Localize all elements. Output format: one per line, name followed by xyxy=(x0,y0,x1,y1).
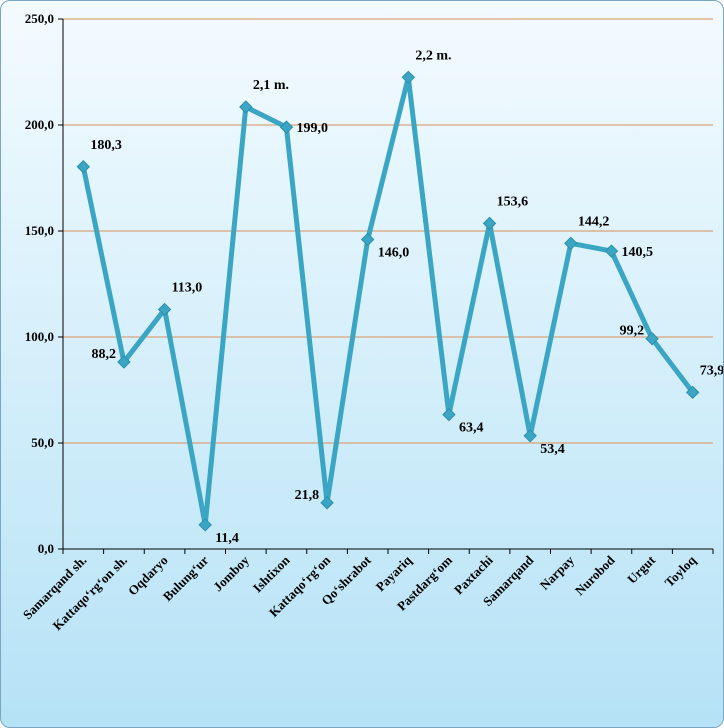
data-label: 2,1 m. xyxy=(253,78,289,93)
x-tick-label: Jomboy xyxy=(210,552,252,594)
markers xyxy=(76,70,700,532)
data-label: 140,5 xyxy=(621,245,653,260)
grid-lines xyxy=(63,18,713,444)
data-label: 73,9 xyxy=(700,363,724,378)
x-tick-label: Urgut xyxy=(624,552,659,587)
data-label: 153,6 xyxy=(497,194,529,209)
data-label: 53,4 xyxy=(540,442,565,457)
data-label: 99,2 xyxy=(620,324,645,339)
data-label: 88,2 xyxy=(91,347,116,362)
data-point xyxy=(76,160,91,174)
data-point xyxy=(685,385,700,400)
series-line xyxy=(80,74,695,528)
data-label: 146,0 xyxy=(378,245,410,260)
data-point xyxy=(239,100,253,114)
y-tick-label: 0,0 xyxy=(38,541,54,556)
data-label: 21,8 xyxy=(295,488,320,503)
x-tick-labels: Samarqand sh.Kattaqo‘rg‘on sh.OqdaryoBul… xyxy=(20,552,700,633)
x-tick-label: Narpay xyxy=(537,552,578,593)
data-point xyxy=(645,331,659,346)
data-label: 11,4 xyxy=(215,531,239,546)
data-point xyxy=(442,407,456,422)
data-point xyxy=(198,518,212,532)
data-point xyxy=(401,70,416,85)
data-point xyxy=(360,232,375,247)
data-label: 113,0 xyxy=(172,280,203,295)
data-label: 144,2 xyxy=(578,214,610,229)
data-label: 199,0 xyxy=(296,121,328,136)
data-label: 180,3 xyxy=(90,138,122,153)
y-tick-label: 50,0 xyxy=(31,435,54,450)
data-label: 63,4 xyxy=(459,421,484,436)
data-label: 2,2 m. xyxy=(415,48,451,63)
y-tick-label: 150,0 xyxy=(25,223,54,238)
data-point xyxy=(482,216,497,231)
x-tick-label: Nurobod xyxy=(572,552,618,598)
data-point xyxy=(157,302,172,317)
data-point xyxy=(564,236,578,251)
data-point xyxy=(604,244,619,258)
data-point xyxy=(320,496,334,510)
y-tick-label: 250,0 xyxy=(25,11,54,26)
series xyxy=(80,74,695,528)
data-labels: 180,3 88,2 113,0 11,4 2,1 m. 199,0 21,8 146,0 2,… xyxy=(90,48,724,546)
x-tick-label: Toyloq xyxy=(661,552,699,590)
data-point xyxy=(279,120,294,134)
x-tick-label: Kattaqo‘rg‘on sh. xyxy=(49,553,130,634)
axes xyxy=(58,18,714,554)
data-point xyxy=(523,429,537,443)
y-tick-labels: 0,0 50,0 100,0 150,0 200,0 250,0 xyxy=(25,11,54,556)
y-tick-label: 200,0 xyxy=(25,117,54,132)
data-point xyxy=(117,355,131,369)
y-tick-label: 100,0 xyxy=(25,329,54,344)
